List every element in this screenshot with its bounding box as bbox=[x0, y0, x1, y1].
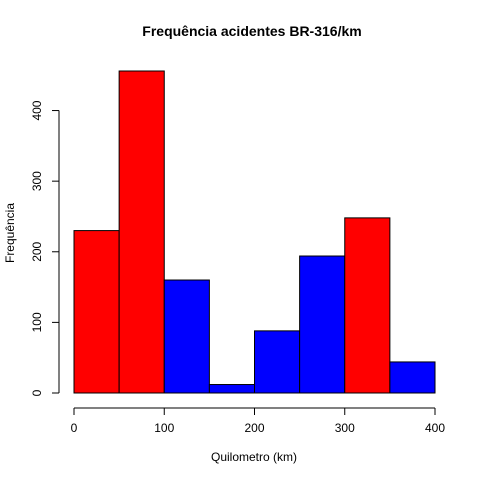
histogram-bar-0 bbox=[73, 230, 120, 394]
x-tick-label-2: 200 bbox=[244, 421, 264, 435]
x-tick-label-4: 400 bbox=[425, 421, 445, 435]
y-tick-label-4: 400 bbox=[30, 100, 44, 120]
histogram-bar-5 bbox=[299, 255, 346, 394]
histogram-bar-4 bbox=[254, 330, 301, 394]
y-tick-label-0: 0 bbox=[30, 389, 44, 396]
x-tick-label-3: 300 bbox=[335, 421, 355, 435]
x-axis: 0 100 200 300 400 bbox=[71, 407, 445, 435]
x-axis-label: Quilometro (km) bbox=[211, 450, 297, 464]
x-tick-label-0: 0 bbox=[71, 421, 78, 435]
histogram-bar-7 bbox=[389, 361, 436, 394]
y-axis-label: Frequência bbox=[3, 203, 17, 263]
y-tick-label-2: 200 bbox=[30, 241, 44, 261]
y-tick-label-1: 100 bbox=[30, 312, 44, 332]
chart-title: Frequência acidentes BR-316/km bbox=[142, 23, 361, 39]
bars-layer bbox=[73, 70, 436, 394]
x-tick-label-1: 100 bbox=[154, 421, 174, 435]
histogram-bar-1 bbox=[118, 70, 165, 394]
y-axis: 0 100 200 300 400 bbox=[30, 100, 60, 396]
histogram-bar-2 bbox=[163, 279, 210, 394]
histogram-bar-6 bbox=[344, 217, 391, 394]
y-tick-label-3: 300 bbox=[30, 171, 44, 191]
histogram-bar-3 bbox=[208, 384, 256, 394]
